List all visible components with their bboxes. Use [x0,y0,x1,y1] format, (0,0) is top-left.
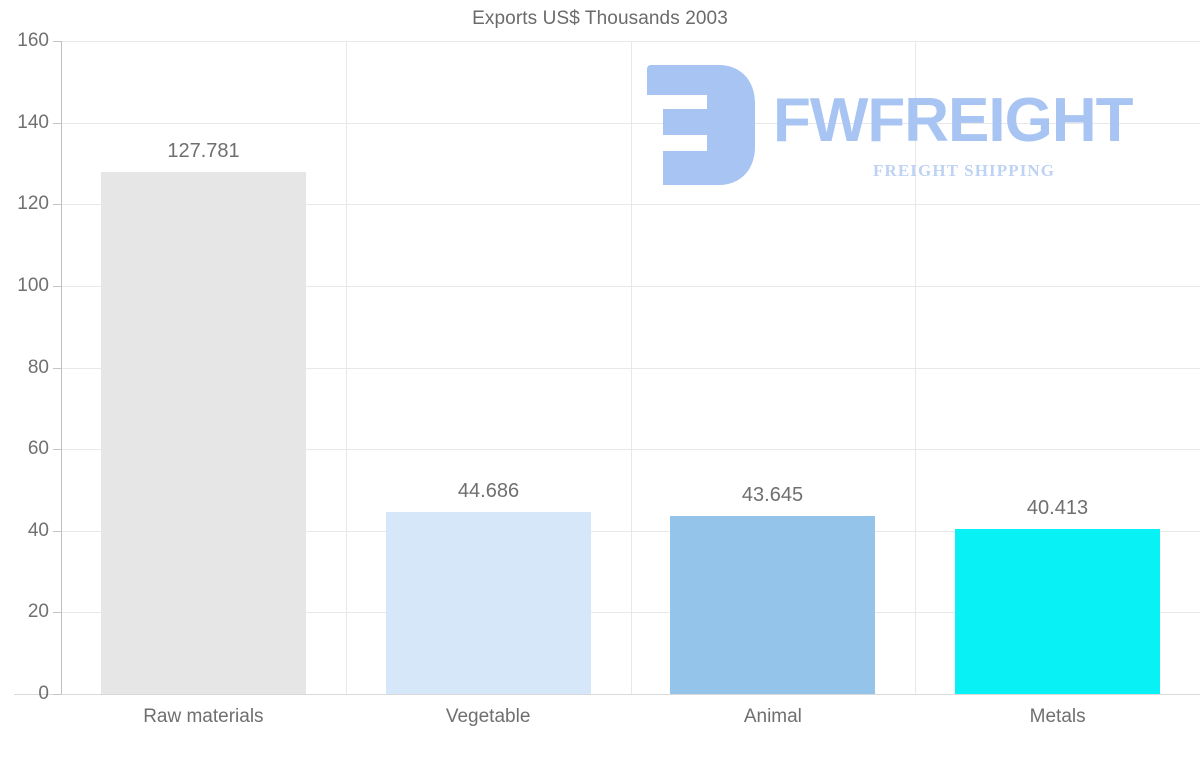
gridline-vertical [631,41,632,694]
y-tick-mark [53,612,61,614]
y-tick-label: 160 [17,30,49,51]
y-tick-mark [53,449,61,451]
y-tick-label: 120 [17,193,49,215]
gridline-horizontal [61,530,1200,532]
x-category-label: Raw materials [143,706,264,727]
bar-value-label: 44.686 [457,479,520,502]
y-tick-label: 140 [17,111,49,133]
gridline-horizontal [61,41,1200,42]
gridline-horizontal [61,204,1200,206]
y-tick-label: 60 [27,438,49,460]
chart-title: Exports US$ Thousands 2003 [472,8,728,29]
y-tick-mark [53,41,61,42]
bar-value-label: 43.645 [741,483,804,506]
gridline-horizontal [61,285,1200,287]
bar-vegetable[interactable] [386,511,591,694]
y-tick-mark [53,204,61,206]
y-tick-label: 20 [27,601,49,623]
bar-metals[interactable] [955,529,1160,694]
x-category-label: Animal [743,706,802,727]
bar-animal[interactable] [670,515,875,694]
bar-value-label: 127.781 [167,140,240,163]
gridline-vertical [346,41,347,694]
y-axis-line [61,41,62,695]
y-tick-mark [53,367,61,369]
x-category-label: Metals [1029,706,1086,727]
x-axis-line [14,694,1200,695]
y-tick-mark [53,530,61,532]
gridline-vertical [915,41,916,694]
gridline-horizontal [61,367,1200,369]
gridline-horizontal [61,449,1200,451]
y-tick-label: 0 [38,683,49,704]
x-category-label: Vegetable [445,706,531,727]
bar-raw-materials[interactable] [101,172,306,694]
bar-value-label: 40.413 [1026,497,1089,520]
gridline-horizontal [61,122,1200,124]
y-tick-label: 80 [27,356,49,378]
gridline-horizontal [61,612,1200,614]
y-tick-mark [53,694,61,695]
y-tick-mark [53,285,61,287]
y-tick-mark [53,122,61,124]
y-tick-label: 100 [17,274,49,296]
y-tick-label: 40 [27,519,49,541]
